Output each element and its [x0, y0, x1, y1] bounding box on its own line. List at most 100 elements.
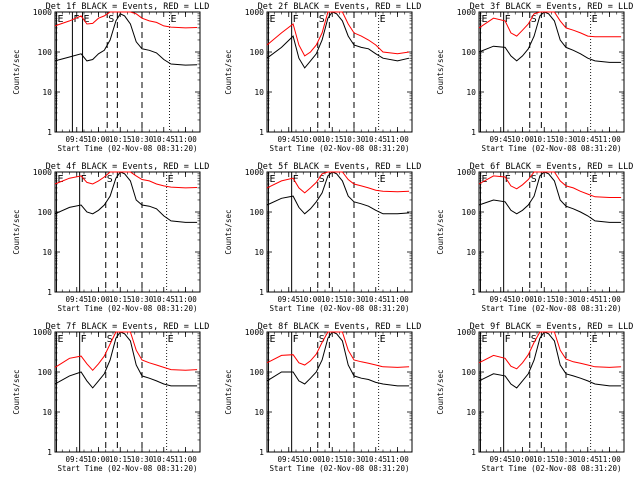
y-tick-label: 100 — [462, 208, 477, 217]
event-marker-label: E — [481, 334, 487, 345]
x-tick-label: 10:15 — [533, 135, 556, 144]
event-marker-label: E — [168, 174, 174, 185]
x-tick-label: 10:15 — [533, 295, 556, 304]
x-tick-label: 10:30 — [555, 455, 578, 464]
event-marker-label: E — [592, 14, 598, 25]
x-tick-label: 10:45 — [576, 135, 599, 144]
events-series-line — [266, 171, 410, 215]
event-marker-label: S — [531, 334, 537, 345]
x-tick-label: 09:45 — [65, 295, 88, 304]
chart-title: Det 7f BLACK = Events, RED = LLD — [46, 322, 210, 332]
x-tick-label: 11:00 — [174, 135, 197, 144]
x-tick-label: 10:15 — [321, 455, 344, 464]
plot-frame — [478, 11, 625, 133]
event-marker-label: E — [57, 174, 63, 185]
chart-panel-1: Det 1f BLACK = Events, RED = LLD 1 10 100 10… — [12, 2, 209, 153]
chart-panel-8: Det 8f BLACK = Events, RED = LLD 1 10 100 10… — [224, 322, 421, 473]
x-tick-label: 10:45 — [152, 295, 175, 304]
lld-series-line — [478, 171, 622, 198]
y-tick-label: 1 — [47, 448, 52, 457]
event-marker-label: E — [57, 334, 63, 345]
y-tick-label: 10 — [42, 88, 52, 97]
event-marker-label: S — [531, 14, 537, 25]
events-series-line — [54, 331, 198, 389]
y-axis-title: Counts/sec — [436, 209, 445, 254]
chart-title: Det 2f BLACK = Events, RED = LLD — [258, 2, 422, 12]
chart-title: Det 1f BLACK = Events, RED = LLD — [46, 2, 210, 12]
plot-frame — [266, 331, 413, 453]
y-axis-title: Counts/sec — [224, 369, 233, 414]
x-tick-label: 10:30 — [343, 455, 366, 464]
event-marker-label: E — [481, 174, 487, 185]
chart-panel-7: Det 7f BLACK = Events, RED = LLD 1 10 100 10… — [12, 322, 209, 473]
y-tick-label: 1000 — [245, 8, 264, 17]
events-series-line — [54, 171, 198, 223]
x-tick-label: 11:00 — [386, 295, 409, 304]
plot-frame — [54, 331, 201, 453]
x-tick-label: 10:45 — [364, 455, 387, 464]
x-axis-title: Start Time (02-Nov-08 08:31:20) — [482, 304, 622, 313]
y-axis-title: Counts/sec — [12, 209, 21, 254]
chart-title: Det 9f BLACK = Events, RED = LLD — [470, 322, 634, 332]
y-tick-label: 10 — [42, 248, 52, 257]
y-tick-label: 100 — [250, 48, 265, 57]
event-marker-label: F — [505, 14, 511, 25]
y-axis-title: Counts/sec — [224, 209, 233, 254]
x-tick-label: 09:45 — [489, 135, 512, 144]
x-tick-label: 10:00 — [299, 135, 322, 144]
x-tick-label: 11:00 — [598, 455, 621, 464]
events-series-line — [478, 11, 622, 63]
x-tick-label: 10:15 — [109, 455, 132, 464]
x-tick-label: 10:00 — [87, 135, 110, 144]
chart-title: Det 4f BLACK = Events, RED = LLD — [46, 162, 210, 172]
events-series-line — [478, 171, 622, 223]
x-tick-label: 09:45 — [65, 455, 88, 464]
plot-frame — [478, 171, 625, 293]
event-marker-label: E — [481, 14, 487, 25]
event-marker-label: E — [380, 334, 386, 345]
x-tick-label: 10:45 — [364, 295, 387, 304]
events-series-line — [266, 331, 410, 387]
x-tick-label: 10:30 — [555, 295, 578, 304]
chart-panel-9: Det 9f BLACK = Events, RED = LLD 1 10 100 10… — [436, 322, 633, 473]
event-marker-label: E — [592, 174, 598, 185]
chart-panel-2: Det 2f BLACK = Events, RED = LLD 1 10 100 10… — [224, 2, 421, 153]
y-tick-label: 100 — [250, 208, 265, 217]
x-tick-label: 10:45 — [364, 135, 387, 144]
y-axis-title: Counts/sec — [224, 49, 233, 94]
chart-panel-6: Det 6f BLACK = Events, RED = LLD 1 10 100 10… — [436, 162, 633, 313]
x-tick-label: 10:30 — [131, 135, 154, 144]
x-tick-label: 10:00 — [299, 455, 322, 464]
x-tick-label: 11:00 — [598, 295, 621, 304]
y-tick-label: 1000 — [245, 328, 264, 337]
y-tick-label: 10 — [466, 88, 476, 97]
x-tick-label: 10:15 — [109, 135, 132, 144]
chart-panel-3: Det 3f BLACK = Events, RED = LLD 1 10 100 10… — [436, 2, 633, 153]
y-tick-label: 100 — [250, 368, 265, 377]
y-tick-label: 1 — [47, 128, 52, 137]
x-tick-label: 10:45 — [152, 135, 175, 144]
x-tick-label: 09:45 — [489, 455, 512, 464]
chart-title: Det 8f BLACK = Events, RED = LLD — [258, 322, 422, 332]
x-tick-label: 10:30 — [343, 295, 366, 304]
x-tick-label: 10:30 — [343, 135, 366, 144]
y-tick-label: 1 — [259, 128, 264, 137]
event-marker-label: E — [57, 14, 63, 25]
y-tick-label: 1 — [47, 288, 52, 297]
y-axis-title: Counts/sec — [436, 49, 445, 94]
y-tick-label: 100 — [462, 48, 477, 57]
x-axis-title: Start Time (02-Nov-08 08:31:20) — [58, 464, 198, 473]
y-tick-label: 1 — [471, 448, 476, 457]
chart-panel-5: Det 5f BLACK = Events, RED = LLD 1 10 100 10… — [224, 162, 421, 313]
x-tick-label: 10:15 — [321, 135, 344, 144]
x-tick-label: 10:00 — [511, 455, 534, 464]
lld-series-line — [54, 11, 198, 29]
x-tick-label: 09:45 — [65, 135, 88, 144]
x-tick-label: 11:00 — [386, 455, 409, 464]
event-marker-label: F — [293, 174, 299, 185]
x-axis-title: Start Time (02-Nov-08 08:31:20) — [270, 144, 410, 153]
y-tick-label: 1000 — [33, 8, 52, 17]
x-tick-label: 11:00 — [174, 295, 197, 304]
y-tick-label: 1 — [259, 288, 264, 297]
x-tick-label: 09:45 — [489, 295, 512, 304]
